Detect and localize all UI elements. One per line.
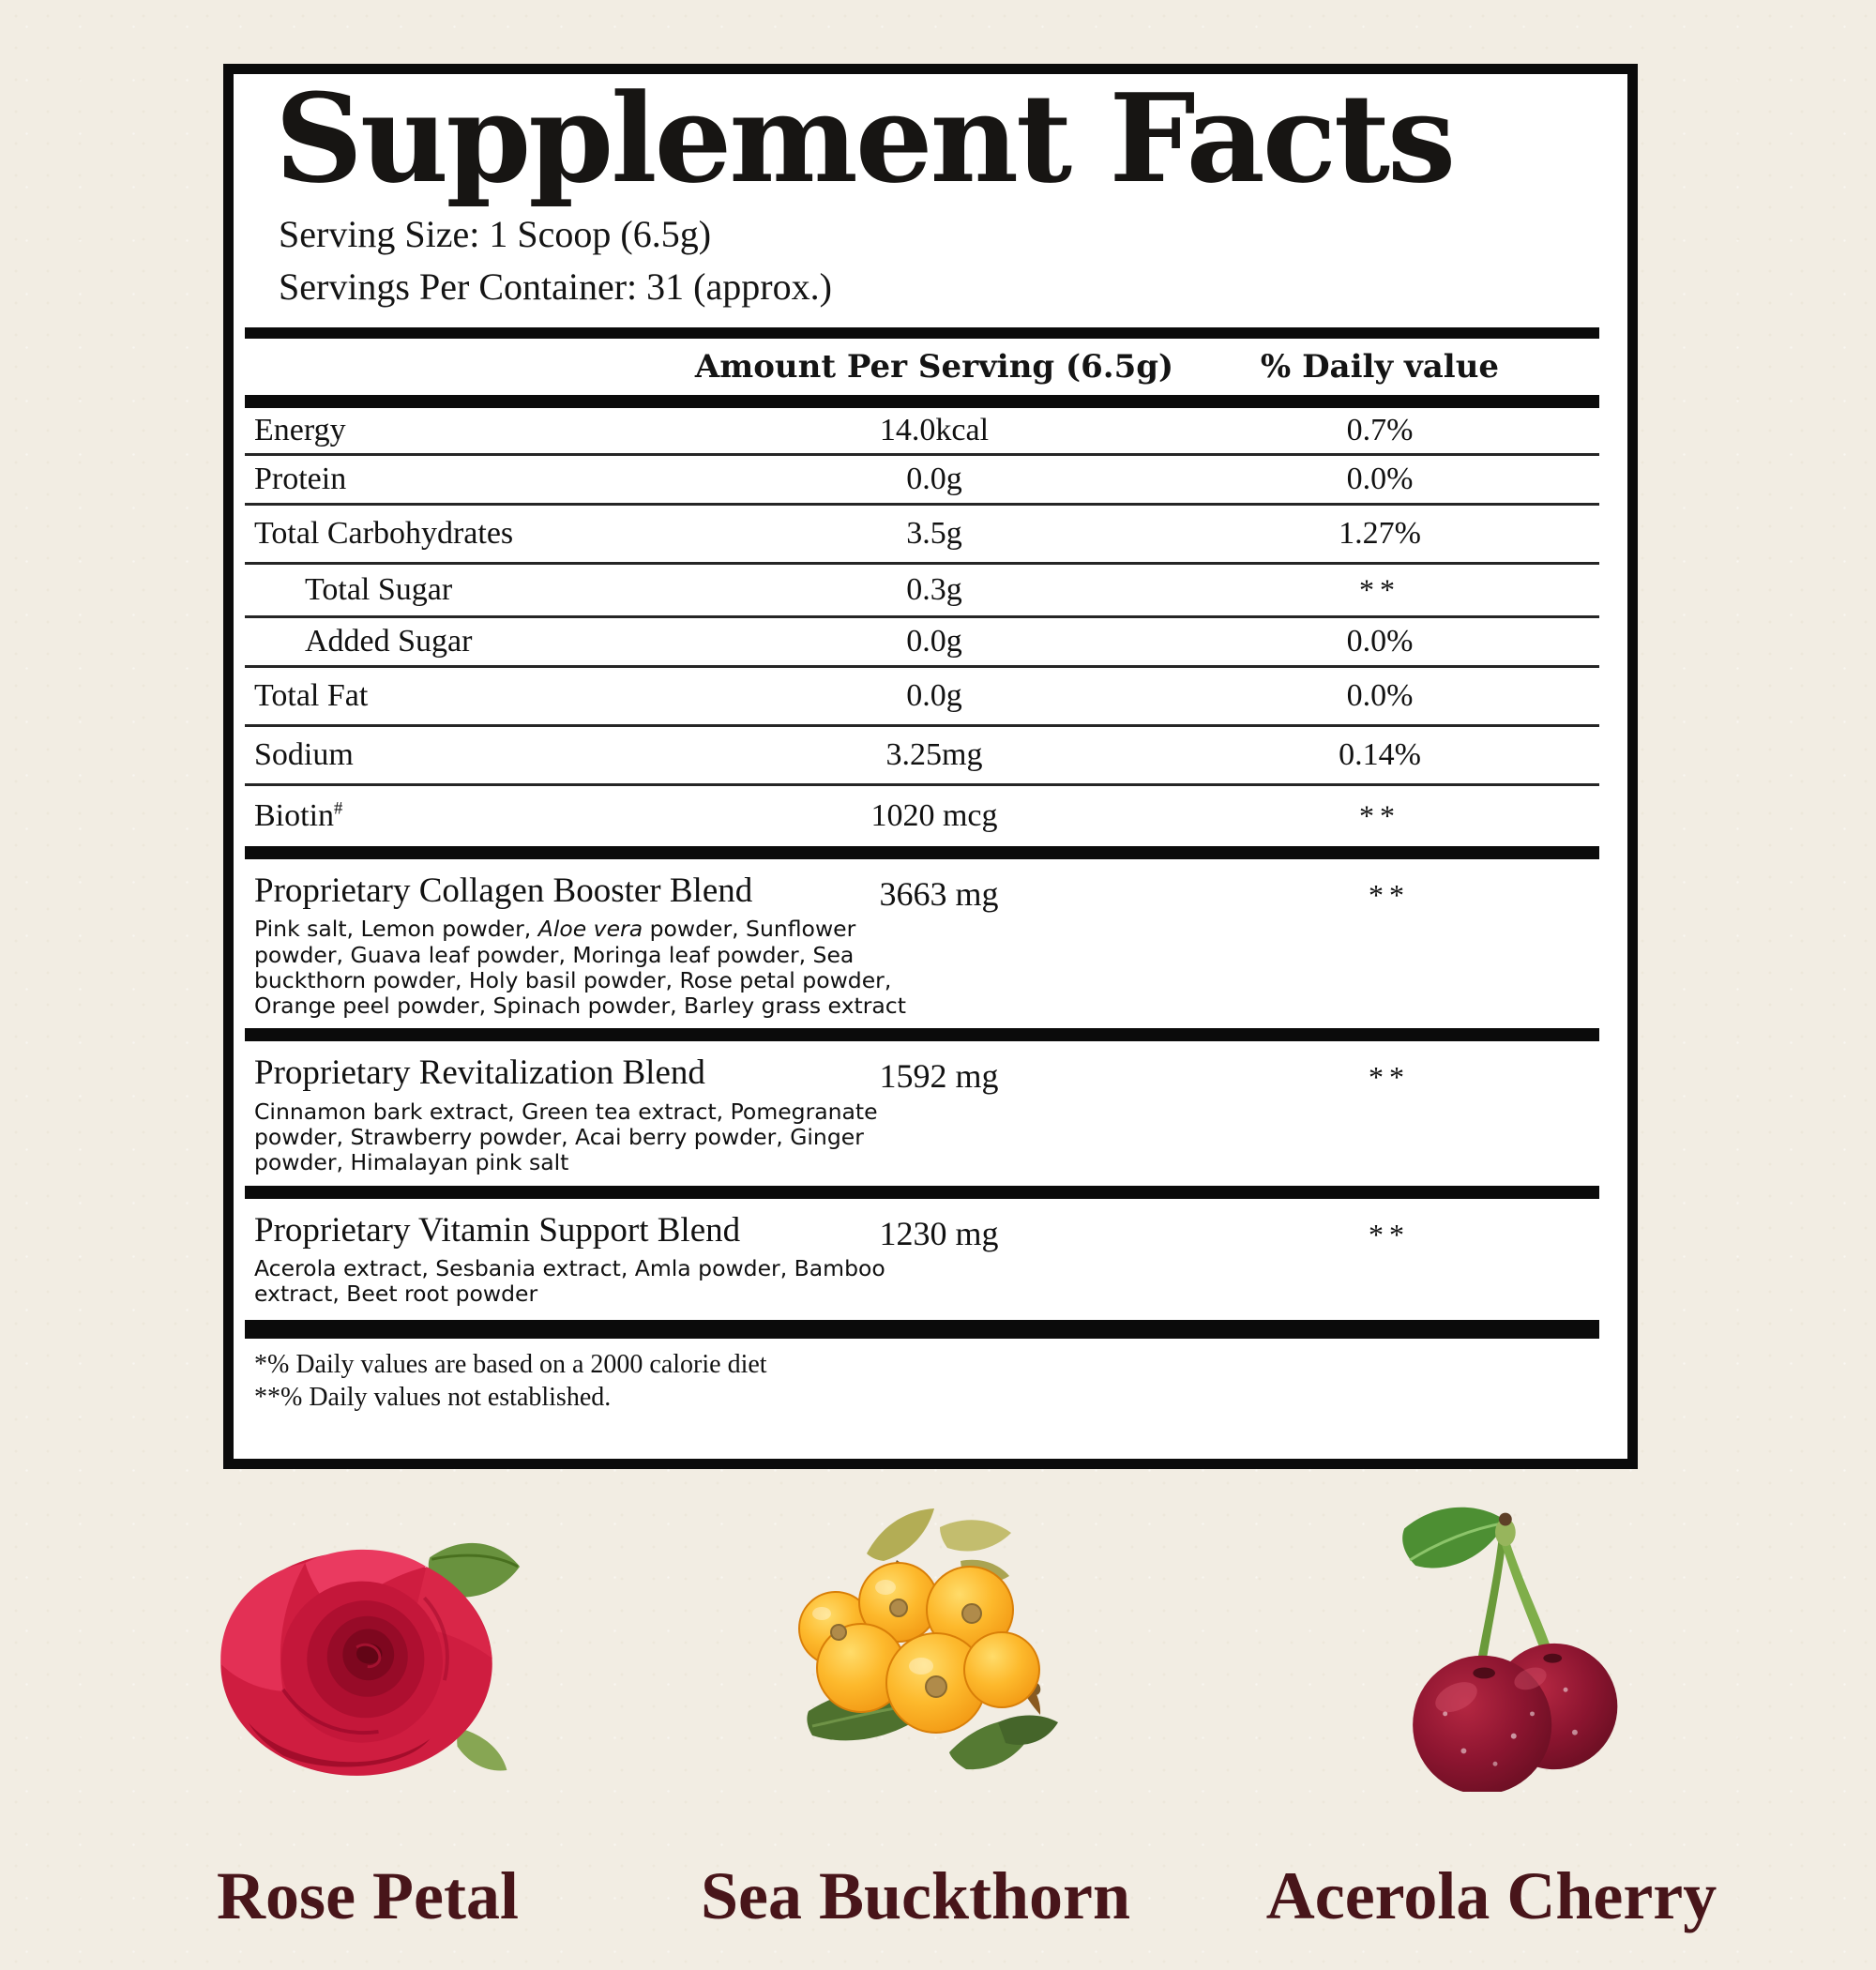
rose-petal-image [193,1508,523,1791]
divider-bar-section [245,846,1599,859]
blend-amount: 1592 mg [879,1057,999,1096]
nutrient-daily-value: 1.27% [1339,516,1421,551]
blend-ingredients: Cinnamon bark extract, Green tea extract… [254,1098,878,1176]
nutrient-label: Added Sugar [305,624,473,659]
nutrient-amount: 14.0kcal [879,413,990,447]
footnote-not-established: **% Daily values not established. [254,1383,612,1413]
blend-ingredients: Acerola extract, Sesbania extract, Amla … [254,1254,885,1308]
divider-bar-bottom [245,1320,1599,1340]
nutrient-label: Biotin# [254,798,343,833]
blend-name: Proprietary Vitamin Support Blend [254,1210,741,1250]
table-row-total-carbohydrates: Total Carbohydrates 3.5g 1.27% [245,506,1599,565]
nutrient-daily-value: ** [1359,572,1400,607]
table-row-sodium: Sodium 3.25mg 0.14% [245,727,1599,786]
blend-revitalization: Proprietary Revitalization Blend 1592 mg… [245,1041,1599,1185]
nutrient-label: Sodium [254,737,354,772]
nutrient-amount: 0.0g [906,462,962,496]
sea-buckthorn-image [756,1471,1075,1804]
nutrient-daily-value: 0.0% [1346,678,1414,713]
acerola-cherry-image [1347,1477,1643,1796]
nutrient-amount: 1020 mcg [870,798,998,833]
nutrient-daily-value: ** [1359,798,1400,833]
table-row-total-sugar: Total Sugar 0.3g ** [245,565,1599,618]
nutrient-daily-value: 0.7% [1346,413,1414,447]
divider-bar-top [245,327,1599,339]
divider-bar-section [245,1028,1599,1042]
ingredient-caption-acerola-cherry: Acerola Cherry [1265,1858,1717,1933]
nutrient-daily-value: 0.0% [1346,624,1414,659]
blend-collagen-booster: Proprietary Collagen Booster Blend 3663 … [245,859,1599,1028]
sea-buckthorn-icon [798,1508,1058,1770]
nutrient-amount: 0.3g [906,572,962,607]
nutrient-label: Protein [254,462,347,496]
blend-daily-value: ** [1369,878,1410,912]
amount-column-header: Amount Per Serving (6.5g) [694,348,1174,386]
table-row-total-fat: Total Fat 0.0g 0.0% [245,668,1599,727]
blend-ingredients: Pink salt, Lemon powder, Aloe vera powde… [254,916,906,1020]
nutrient-amount: 0.0g [906,678,962,713]
table-row-protein: Protein 0.0g 0.0% [245,456,1599,506]
daily-value-column-header: % Daily value [1260,348,1500,386]
table-row-energy: Energy 14.0kcal 0.7% [245,408,1599,456]
supplement-facts-panel: Supplement Facts Serving Size: 1 Scoop (… [223,64,1638,1469]
ingredient-caption-sea-buckthorn: Sea Buckthorn [700,1858,1131,1933]
ingredient-caption-rose-petal: Rose Petal [217,1858,519,1933]
blend-daily-value: ** [1369,1060,1410,1095]
divider-bar-header [245,395,1599,408]
footnote-daily-values: *% Daily values are based on a 2000 calo… [254,1350,767,1380]
nutrient-amount: 3.5g [906,516,962,551]
nutrient-daily-value: 0.14% [1339,737,1421,772]
nutrient-label: Total Sugar [305,572,453,607]
nutrient-amount: 3.25mg [885,737,983,772]
nutrient-label: Total Carbohydrates [254,516,514,551]
serving-size: Serving Size: 1 Scoop (6.5g) [279,213,712,255]
blend-name: Proprietary Revitalization Blend [254,1053,705,1093]
blend-name: Proprietary Collagen Booster Blend [254,871,753,910]
blend-amount: 1230 mg [879,1214,999,1252]
blend-amount: 3663 mg [879,875,999,913]
blend-vitamin-support: Proprietary Vitamin Support Blend 1230 m… [245,1199,1599,1317]
table-row-biotin: Biotin# 1020 mcg ** [245,786,1599,846]
table-header-row: Amount Per Serving (6.5g) % Daily value [245,339,1599,395]
nutrient-daily-value: 0.0% [1346,462,1414,496]
panel-title: Supplement Facts [275,67,1456,210]
nutrient-label: Total Fat [254,678,369,713]
acerola-cherry-icon [1402,1507,1618,1795]
divider-bar-section [245,1185,1599,1199]
rose-icon [220,1542,521,1776]
table-row-added-sugar: Added Sugar 0.0g 0.0% [245,618,1599,668]
blend-daily-value: ** [1369,1217,1410,1251]
nutrient-amount: 0.0g [906,624,962,659]
footnotes: *% Daily values are based on a 2000 calo… [254,1348,1599,1414]
servings-per-container: Servings Per Container: 31 (approx.) [279,265,832,308]
nutrient-label: Energy [254,413,346,447]
